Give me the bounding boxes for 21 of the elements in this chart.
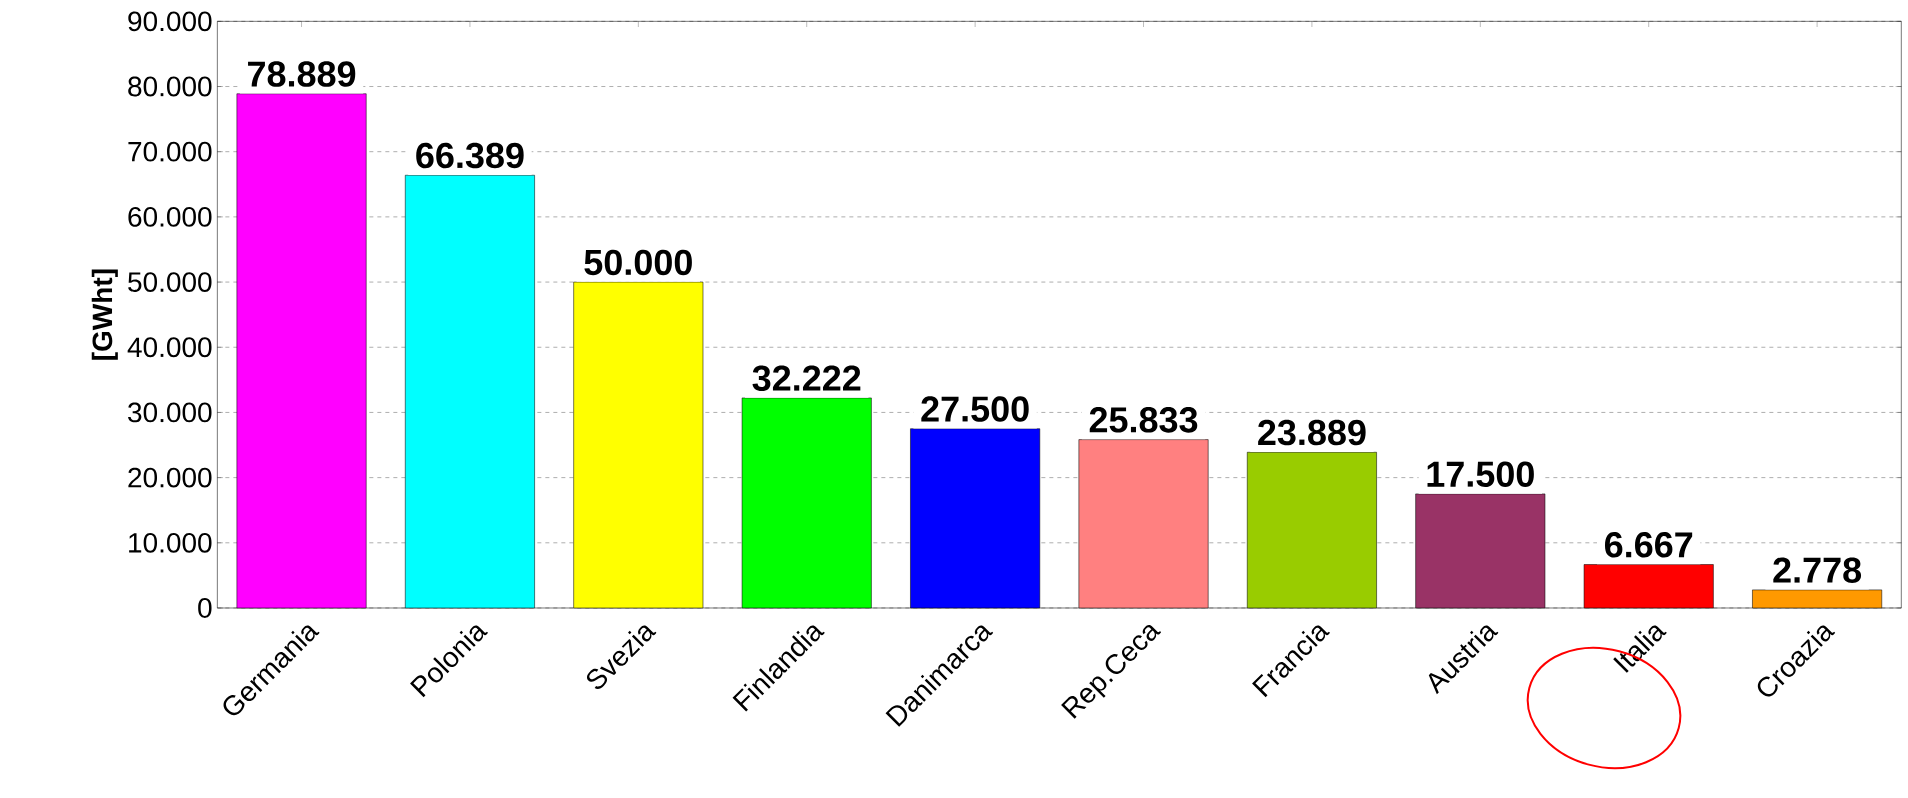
- y-tick-label: 0: [198, 598, 212, 618]
- data-label: 27.500: [921, 396, 1029, 422]
- data-label: 23.889: [1258, 419, 1366, 446]
- y-tick-label: 70.000: [128, 141, 212, 162]
- y-tick-label: 10.000: [129, 532, 212, 553]
- data-label: 50.000: [584, 249, 692, 276]
- y-tick-label: 50.000: [128, 272, 212, 292]
- data-label: 32.222: [752, 365, 861, 392]
- y-tick-label: 40.000: [127, 337, 212, 358]
- data-label: 25.833: [1089, 407, 1198, 433]
- data-label: 2.778: [1773, 557, 1862, 583]
- y-tick-label: 30.000: [128, 402, 212, 423]
- y-tick-label: 90.000: [128, 11, 212, 32]
- y-axis-title: [GWht]: [91, 269, 118, 360]
- y-tick-label: 60.000: [128, 206, 212, 227]
- data-label: 78.889: [248, 61, 356, 87]
- data-label: 66.389: [416, 142, 524, 169]
- y-tick-label: 80.000: [128, 76, 212, 97]
- data-label: 6.667: [1604, 532, 1693, 558]
- data-label: 17.500: [1427, 461, 1534, 487]
- y-tick-label: 20.000: [128, 467, 212, 488]
